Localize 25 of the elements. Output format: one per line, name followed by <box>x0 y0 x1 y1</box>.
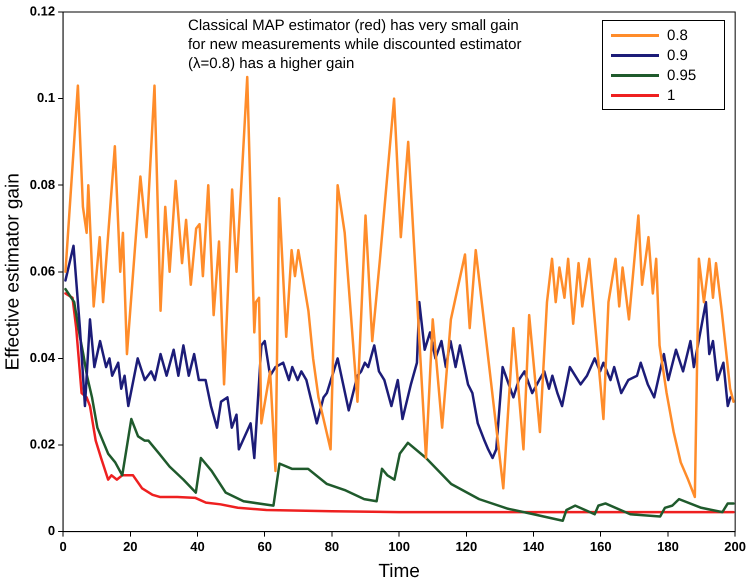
x-tick-label: 180 <box>657 538 679 554</box>
x-tick-label: 160 <box>590 538 612 554</box>
y-tick-label: 0.02 <box>30 436 56 452</box>
x-tick-label: 200 <box>724 538 746 554</box>
y-tick-label: 0 <box>48 523 56 538</box>
legend-label: 0.9 <box>667 46 688 64</box>
legend-label: 0.8 <box>667 26 688 44</box>
y-tick-label: 0.08 <box>30 176 56 192</box>
y-tick-label: 0.06 <box>30 263 56 278</box>
x-tick-label: 120 <box>455 538 478 554</box>
x-tick-label: 140 <box>522 538 544 554</box>
x-tick-label: 40 <box>190 538 205 554</box>
legend-label: 0.95 <box>667 66 696 84</box>
y-tick-label: 0.04 <box>30 350 56 365</box>
y-tick-label: 0.1 <box>37 90 56 106</box>
x-tick-label: 100 <box>388 538 410 554</box>
annotation: Classical MAP estimator (red) has very small gain for new measurements while discounted estimator (λ=0.8) has a higher gain <box>188 16 522 73</box>
legend-label: 1 <box>667 86 676 104</box>
x-tick-label: 0 <box>59 538 67 554</box>
x-tick-label: 80 <box>324 538 340 554</box>
y-axis-title: Effective estimator gain <box>2 173 24 370</box>
x-tick-label: 60 <box>257 538 272 554</box>
x-tick-label: 20 <box>123 538 138 554</box>
x-axis-title: Time <box>378 560 420 582</box>
y-tick-label: 0.12 <box>30 4 56 19</box>
